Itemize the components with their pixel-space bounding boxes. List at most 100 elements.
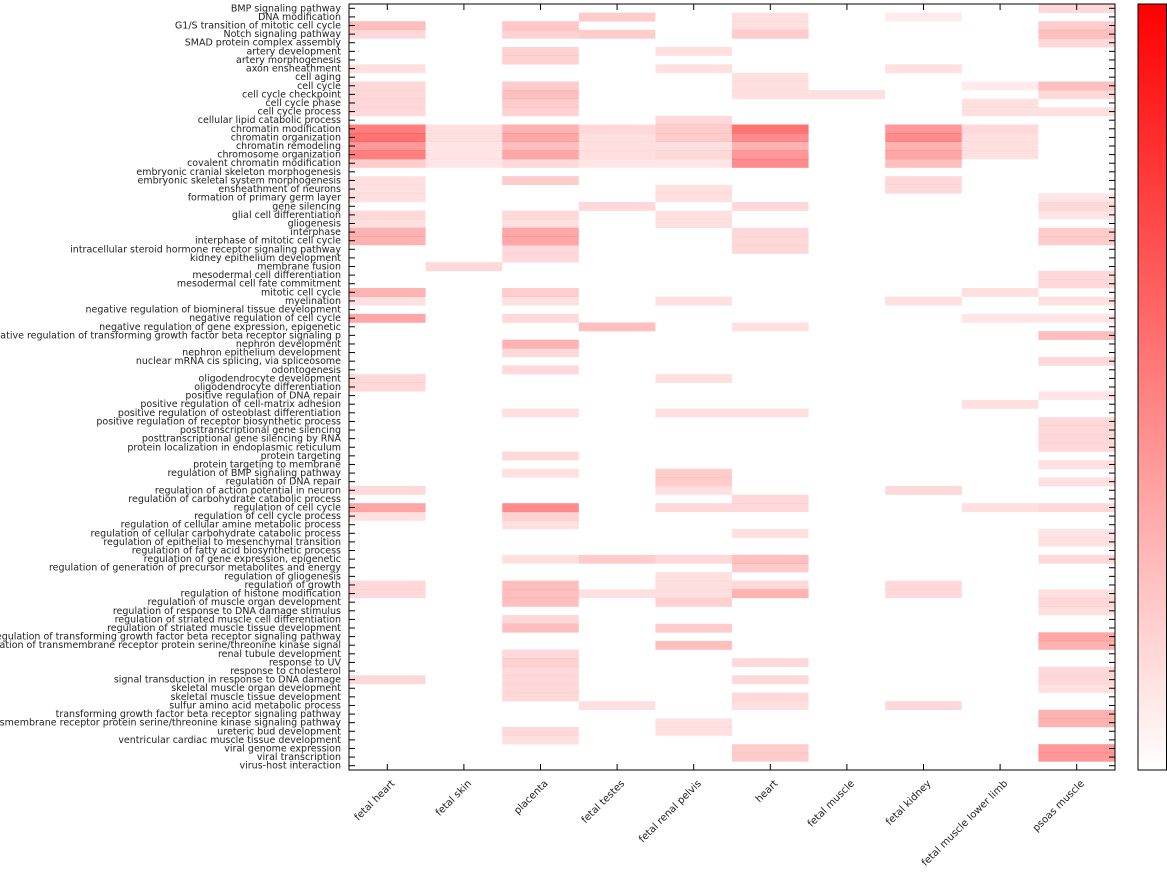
heatmap-cell — [349, 150, 426, 160]
y-tick-label: regulation of DNA repair — [226, 477, 341, 488]
heatmap-cell — [502, 503, 579, 513]
heatmap-cell — [1038, 640, 1115, 650]
heatmap-cell — [885, 184, 962, 194]
heatmap-cell — [502, 339, 579, 349]
heatmap-cell — [1038, 597, 1115, 607]
heatmap-cell — [502, 675, 579, 685]
heatmap-cell — [961, 399, 1039, 409]
heatmap-cell — [1038, 38, 1115, 48]
heatmap-cell — [732, 236, 809, 246]
heatmap-cell — [349, 176, 426, 186]
y-tick-label: Notch signaling pathway — [223, 29, 341, 40]
heatmap-cell — [1038, 313, 1115, 323]
y-tick-label: negative regulation of biomineral tissue… — [86, 305, 342, 316]
y-tick-label: regulation of BMP signaling pathway — [167, 468, 341, 479]
y-tick-label: positive regulation of DNA repair — [185, 391, 341, 402]
y-tick-label: cell aging — [295, 72, 341, 83]
heatmap-cell — [1038, 554, 1115, 564]
heatmap-cell — [655, 623, 732, 633]
heatmap-cell — [655, 193, 732, 203]
heatmap-cell — [502, 141, 579, 151]
heatmap-cell — [732, 554, 809, 564]
heatmap-cell — [349, 184, 426, 194]
heatmap-cell — [502, 615, 579, 624]
heatmap-cell — [655, 64, 732, 74]
heatmap-cell — [502, 296, 579, 306]
y-tick-label: myelination — [285, 296, 341, 307]
heatmap-cell — [1038, 236, 1115, 246]
heatmap-cell — [655, 184, 732, 194]
heatmap-cell — [732, 133, 809, 143]
heatmap-cell — [349, 90, 426, 99]
y-tick-label: regulation of growth — [244, 580, 341, 591]
heatmap-cell — [502, 90, 579, 99]
heatmap-cell — [1038, 632, 1115, 642]
y-tick-label: chromatin organization — [231, 132, 341, 143]
y-tick-label: mesodermal cell fate commitment — [177, 279, 341, 290]
y-tick-label: gliogenesis — [288, 218, 341, 229]
y-tick-label: regulation of cellular carbohydrate cata… — [91, 528, 341, 539]
heatmap-cell — [578, 701, 656, 711]
heatmap-cell — [1038, 391, 1115, 401]
heatmap-cell — [502, 210, 579, 220]
y-tick-label: protein targeting to membrane — [193, 459, 341, 470]
heatmap-cell — [732, 701, 809, 711]
heatmap-cell — [1038, 683, 1115, 693]
heatmap-cell — [1038, 442, 1115, 452]
heatmap-cell — [732, 201, 809, 211]
heatmap-cell — [655, 150, 732, 160]
heatmap-cell — [961, 503, 1039, 513]
y-tick-label: mesodermal cell differentiation — [192, 270, 341, 281]
heatmap-cell — [349, 236, 426, 246]
heatmap-cell — [732, 90, 809, 99]
heatmap-cell — [732, 752, 809, 762]
heatmap-cell — [1038, 425, 1115, 435]
y-tick-label: nuclear mRNA cis splicing, via spliceoso… — [136, 356, 341, 367]
heatmap-cell — [655, 580, 732, 590]
y-tick-label: viral transcription — [257, 752, 341, 763]
heatmap-cell — [502, 683, 579, 693]
y-tick-label: oligodendrocyte development — [199, 373, 342, 384]
heatmap-cell — [655, 597, 732, 607]
heatmap-cell — [502, 589, 579, 599]
heatmap-cell — [1038, 434, 1115, 444]
y-tick-label: cell cycle checkpoint — [242, 89, 341, 100]
heatmap-cell — [655, 726, 732, 736]
heatmap-cell — [349, 210, 426, 220]
heatmap-cell — [349, 503, 426, 513]
y-tick-label: regulation of gene expression, epigeneti… — [144, 554, 341, 565]
heatmap-cell — [502, 244, 579, 254]
heatmap-cell — [655, 158, 732, 168]
heatmap-cell — [961, 124, 1039, 134]
heatmap-cell — [1038, 744, 1115, 754]
heatmap-cell — [655, 115, 732, 125]
heatmap-cell — [961, 107, 1039, 117]
heatmap-cell — [349, 29, 426, 39]
y-tick-label: regulation of carbohydrate catabolic pro… — [128, 494, 341, 505]
heatmap-cell — [885, 296, 962, 306]
heatmap-cell — [502, 313, 579, 323]
heatmap-cell — [961, 150, 1039, 160]
heatmap-cell — [349, 64, 426, 74]
heatmap-cell — [655, 477, 732, 487]
heatmap-cell — [502, 107, 579, 117]
heatmap-cell — [732, 322, 809, 332]
heatmap-cell — [655, 589, 732, 599]
heatmap-cell — [732, 563, 809, 573]
y-tick-label: regulation of generation of precursor me… — [49, 563, 341, 574]
y-tick-label: kidney epithelium development — [190, 253, 341, 264]
y-tick-label: formation of primary germ layer — [188, 193, 341, 204]
heatmap-cell — [1038, 331, 1115, 340]
heatmap-cell — [578, 150, 656, 160]
heatmap-cell — [502, 348, 579, 358]
y-tick-label: regulation of striated muscle tissue dev… — [107, 623, 341, 634]
y-tick-label: axon ensheathment — [246, 64, 341, 75]
y-tick-label: positive regulation of cell-matrix adhes… — [140, 399, 341, 410]
heatmap-cell — [1038, 90, 1115, 99]
heatmap-cell — [885, 176, 962, 186]
heatmap-cell — [732, 124, 809, 134]
heatmap-cell — [655, 124, 732, 134]
heatmap-cell — [349, 296, 426, 306]
y-tick-label: virus-host interaction — [240, 761, 341, 772]
